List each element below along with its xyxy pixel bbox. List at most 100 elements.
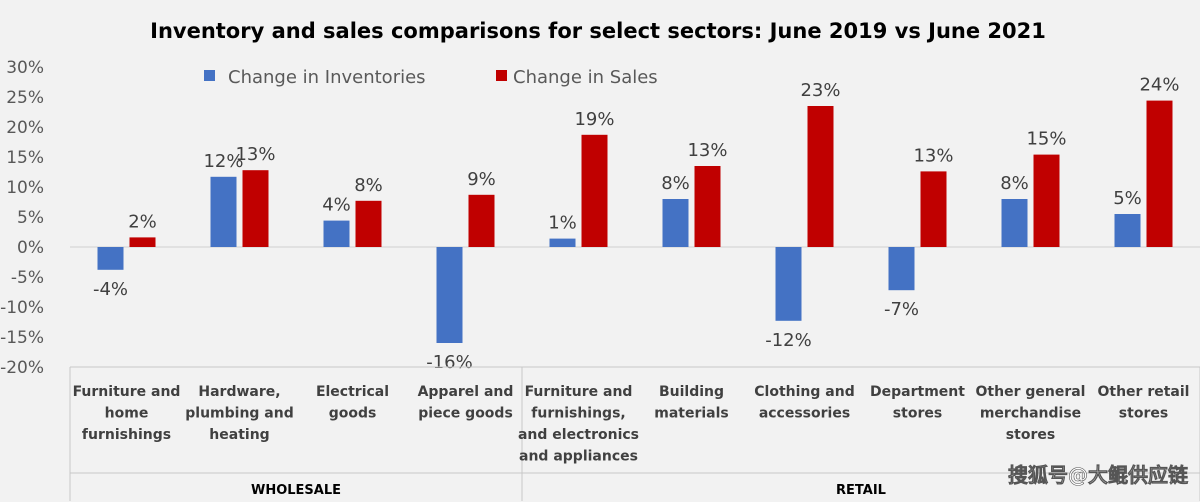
sales-bar <box>129 237 156 247</box>
sales-data-label: 24% <box>1139 75 1179 96</box>
y-tick-label: -10% <box>0 298 44 318</box>
y-tick-label: 25% <box>6 88 44 108</box>
sales-bar <box>1033 154 1060 247</box>
sales-data-label: 19% <box>574 109 614 130</box>
sales-data-label: 13% <box>913 145 953 166</box>
category-label-line: Other retail <box>1098 384 1190 400</box>
category-label-line: Other general <box>976 384 1086 400</box>
category-label-line: plumbing and <box>185 406 294 422</box>
sales-data-label: 15% <box>1026 129 1066 150</box>
legend-swatch-sales <box>496 70 507 81</box>
category-label: Other general merchandise stores <box>976 384 1086 443</box>
category-label-line: Furniture and <box>525 384 633 400</box>
category-label-line: Hardware, <box>198 384 280 400</box>
category-label-line: and electronics <box>518 427 639 443</box>
legend-label-sales: Change in Sales <box>513 67 658 88</box>
sales-data-label: 13% <box>235 144 275 165</box>
inventory-data-label: -7% <box>884 299 919 320</box>
category-label-line: Building <box>659 384 724 400</box>
inventory-data-label: -12% <box>765 330 812 351</box>
category-label-line: goods <box>329 406 377 422</box>
sales-bar <box>1146 100 1173 247</box>
sales-bar <box>694 166 721 247</box>
category-label-line: accessories <box>759 406 850 422</box>
category-label-line: merchandise <box>980 406 1081 422</box>
category-label: Furniture and furnishings, and electronics… <box>518 384 639 465</box>
inventory-bar <box>1001 199 1028 247</box>
sales-bar <box>468 194 495 247</box>
x-axis: WHOLESALE RETAIL Furniture and home furnishi… <box>69 366 1200 501</box>
category-label: Department stores <box>870 384 965 422</box>
category-label-line: materials <box>654 406 729 422</box>
inventory-bar <box>888 247 915 291</box>
category-label-line: Clothing and <box>754 384 854 400</box>
category-label-line: heating <box>209 427 269 443</box>
y-tick-label: 10% <box>6 178 44 198</box>
inventory-data-label: -4% <box>93 279 128 300</box>
category-label: Building materials <box>654 384 729 422</box>
inventory-bar <box>436 247 463 343</box>
category-label: Other retail stores <box>1098 384 1190 422</box>
watermark: 搜狐号@大鲲供应链 <box>1008 463 1189 487</box>
category-label-line: Furniture and <box>73 384 181 400</box>
category-label-line: Electrical <box>316 384 389 400</box>
inventory-bar <box>775 247 802 321</box>
y-tick-label: 0% <box>17 238 44 258</box>
inventory-data-label: 5% <box>1113 188 1142 209</box>
sales-bar <box>807 106 834 247</box>
sales-data-label: 13% <box>687 140 727 161</box>
inventory-bar <box>97 247 124 270</box>
inventory-data-label: 4% <box>322 195 351 216</box>
sales-data-label: 9% <box>467 169 496 190</box>
group-label: RETAIL <box>836 483 886 498</box>
y-tick-label: 15% <box>6 148 44 168</box>
inventory-data-label: 12% <box>203 151 243 172</box>
y-tick-label: 5% <box>17 208 44 228</box>
y-tick-label: 20% <box>6 118 44 138</box>
inventory-bar <box>210 176 237 247</box>
sales-bar <box>355 200 382 247</box>
category-label: Apparel and piece goods <box>418 384 514 422</box>
category-label-line: Department <box>870 384 965 400</box>
inventory-data-label: 1% <box>548 213 577 234</box>
chart-title: Inventory and sales comparisons for sele… <box>150 19 1046 43</box>
category-label-line: stores <box>1119 406 1168 422</box>
legend: Change in Inventories Change in Sales <box>204 67 658 88</box>
category-label-line: stores <box>893 406 942 422</box>
y-tick-label: -15% <box>0 328 44 348</box>
sales-bar <box>581 134 608 247</box>
inventory-bar <box>323 220 350 247</box>
category-label-line: furnishings, <box>531 406 625 422</box>
bars <box>70 100 1200 343</box>
category-label: Hardware, plumbing and heating <box>185 384 294 443</box>
inventory-bar <box>549 238 576 247</box>
inventory-bar <box>1114 214 1141 247</box>
inventory-data-label: 8% <box>661 173 690 194</box>
category-label-line: furnishings <box>82 427 171 443</box>
y-tick-label: -5% <box>11 268 44 288</box>
y-axis: 30% 25% 20% 15% 10% 5% 0% -5% -10% -15% -20% <box>0 58 44 378</box>
legend-swatch-inventories <box>204 70 215 81</box>
inventory-bar <box>662 199 689 247</box>
y-tick-label: 30% <box>6 58 44 78</box>
inventory-data-label: -16% <box>426 352 473 373</box>
sales-data-label: 2% <box>128 211 157 232</box>
y-tick-label: -20% <box>0 358 44 378</box>
category-label-line: and appliances <box>519 449 638 465</box>
category-label-line: home <box>105 406 149 422</box>
category-label-line: piece goods <box>418 406 513 422</box>
category-label-line: Apparel and <box>418 384 514 400</box>
sales-bar <box>920 171 947 247</box>
data-labels: -4% 12% 4% -16% 1% 8% -12% -7% 8% 5% 2% 13% 8% 9% 19% 1… <box>93 75 1180 373</box>
category-label: Electrical goods <box>316 384 389 422</box>
category-label-line: stores <box>1006 427 1055 443</box>
category-label: Clothing and accessories <box>754 384 854 422</box>
category-label: Furniture and home furnishings <box>73 384 181 443</box>
sales-data-label: 23% <box>800 80 840 101</box>
inventory-data-label: 8% <box>1000 173 1029 194</box>
group-label: WHOLESALE <box>251 483 341 498</box>
sales-data-label: 8% <box>354 175 383 196</box>
sales-bar <box>242 170 269 247</box>
